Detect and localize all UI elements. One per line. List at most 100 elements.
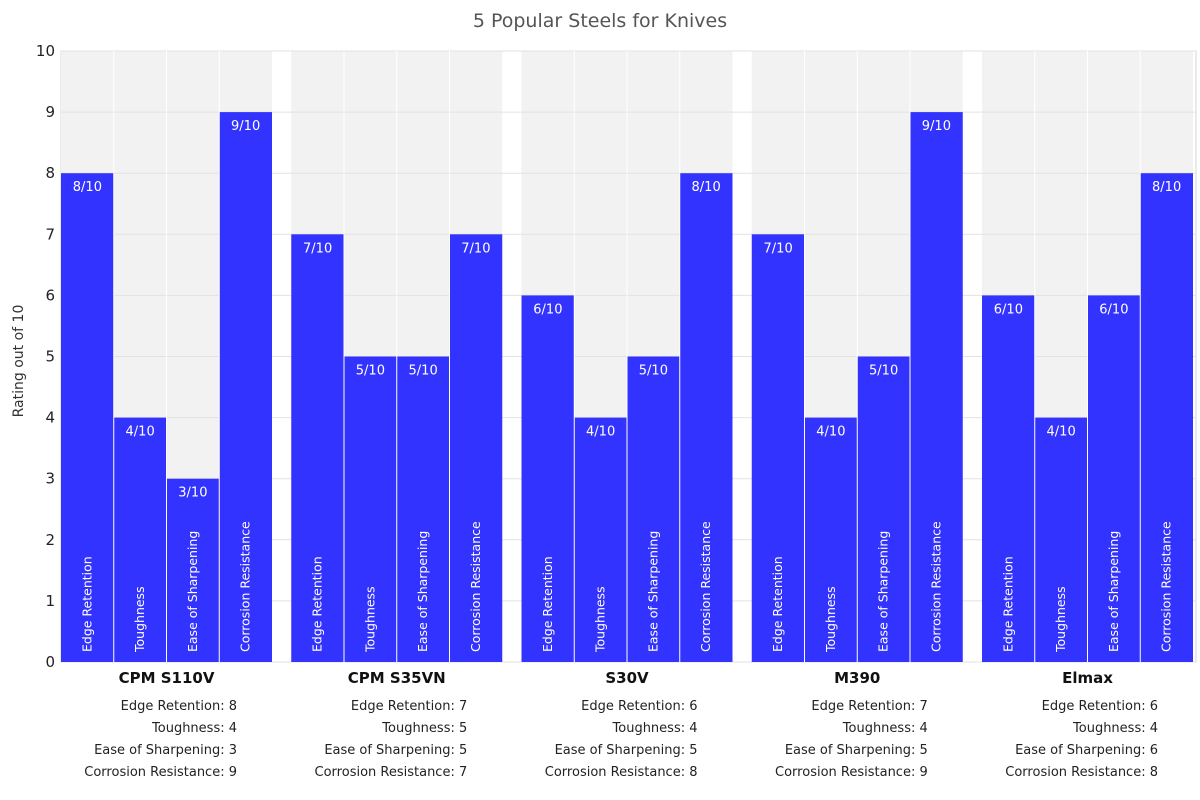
bar-category-label: Ease of Sharpening <box>1106 531 1121 652</box>
summary-line: Corrosion Resistance: 8 <box>1005 765 1158 780</box>
bar-value-label: 6/10 <box>994 302 1023 317</box>
group-labels: CPM S110V Edge Retention: 8 Toughness: 4 Ea… <box>84 669 1158 780</box>
summary-line: Ease of Sharpening: 3 <box>94 743 237 758</box>
y-tick-label: 3 <box>45 470 55 488</box>
bar-value-label: 6/10 <box>533 302 562 317</box>
bar-category-label: Edge Retention <box>310 556 325 652</box>
bar-value-label: 5/10 <box>869 364 898 379</box>
bar-category-label: Edge Retention <box>1000 556 1015 652</box>
group-label: M390 <box>834 669 880 687</box>
summary-line: Edge Retention: 7 <box>351 699 467 714</box>
bar-category-label: Toughness <box>823 586 838 653</box>
summary-line: Toughness: 5 <box>381 721 467 736</box>
bar-value-label: 6/10 <box>1099 302 1128 317</box>
y-tick-label: 6 <box>45 286 55 304</box>
group-label: CPM S35VN <box>348 669 446 687</box>
group-label: CPM S110V <box>119 669 215 687</box>
bar-category-label: Ease of Sharpening <box>876 531 891 652</box>
y-axis: 0 1 2 3 4 5 6 7 8 9 10 <box>36 42 55 671</box>
bar-category-label: Ease of Sharpening <box>415 531 430 652</box>
bar-value-label: 4/10 <box>1047 425 1076 440</box>
summary-line: Corrosion Resistance: 8 <box>545 765 698 780</box>
bar <box>857 356 910 662</box>
bar-value-label: 7/10 <box>764 241 793 256</box>
bar <box>166 478 220 662</box>
summary-line: Ease of Sharpening: 5 <box>785 743 928 758</box>
bar <box>291 234 344 663</box>
bar-value-label: 5/10 <box>409 364 438 379</box>
summary-line: Corrosion Resistance: 9 <box>84 765 237 780</box>
bar-category-label: Corrosion Resistance <box>928 521 943 652</box>
bar-value-label: 9/10 <box>922 119 951 134</box>
bar <box>219 112 272 663</box>
y-tick-label: 2 <box>45 531 55 549</box>
summary-line: Toughness: 4 <box>1072 721 1158 736</box>
bar-value-label: 7/10 <box>303 241 332 256</box>
summary-line: Toughness: 4 <box>612 721 698 736</box>
bar-category-label: Corrosion Resistance <box>1159 521 1174 652</box>
bar-value-label: 8/10 <box>1152 180 1181 195</box>
plot-area: 8/10 Edge Retention 4/10 Toughness 3/10 Ease … <box>60 50 1197 663</box>
bar-category-label: Ease of Sharpening <box>645 531 660 652</box>
y-tick-label: 9 <box>45 103 55 121</box>
summary-line: Corrosion Resistance: 7 <box>315 765 468 780</box>
bar <box>396 356 450 662</box>
y-tick-label: 8 <box>45 164 55 182</box>
bar <box>1034 417 1088 662</box>
bar <box>113 417 167 662</box>
y-tick-label: 5 <box>45 348 55 366</box>
bar <box>574 417 627 662</box>
y-tick-label: 7 <box>45 225 55 243</box>
summary-line: Edge Retention: 6 <box>1042 699 1158 714</box>
bar-category-label: Edge Retention <box>540 556 555 652</box>
chart-title: 5 Popular Steels for Knives <box>473 10 727 32</box>
bar <box>1087 295 1141 662</box>
group-label: Elmax <box>1062 669 1113 687</box>
summary-line: Toughness: 4 <box>151 721 237 736</box>
y-tick-label: 4 <box>45 409 55 427</box>
bar <box>804 417 858 662</box>
bar-value-label: 5/10 <box>356 364 385 379</box>
bar-category-label: Corrosion Resistance <box>698 521 713 652</box>
bar-value-label: 9/10 <box>231 119 260 134</box>
summary-line: Corrosion Resistance: 9 <box>775 765 928 780</box>
bar-category-label: Toughness <box>132 586 147 653</box>
bar <box>521 295 575 662</box>
bar <box>679 173 733 662</box>
bar-category-label: Toughness <box>593 586 608 653</box>
summary-line: Ease of Sharpening: 5 <box>324 743 467 758</box>
summary-line: Edge Retention: 8 <box>121 699 237 714</box>
y-tick-label: 10 <box>36 42 55 60</box>
group-label: S30V <box>605 669 649 687</box>
summary-line: Edge Retention: 7 <box>811 699 927 714</box>
bar-category-label: Toughness <box>1053 586 1068 653</box>
bar-value-label: 5/10 <box>639 364 668 379</box>
y-tick-label: 1 <box>45 592 55 610</box>
bar-category-label: Toughness <box>362 586 377 653</box>
bar <box>449 234 503 663</box>
bar-category-label: Corrosion Resistance <box>238 521 253 652</box>
bar <box>627 356 680 662</box>
bar-category-label: Ease of Sharpening <box>185 531 200 652</box>
bar <box>1140 173 1193 662</box>
bar <box>344 356 397 662</box>
bar <box>982 295 1035 662</box>
bar-value-label: 4/10 <box>126 425 155 440</box>
bar <box>61 173 114 662</box>
bar-category-label: Corrosion Resistance <box>468 521 483 652</box>
bar <box>910 112 963 663</box>
bar-category-label: Edge Retention <box>79 556 94 652</box>
bar-value-label: 8/10 <box>692 180 721 195</box>
bar-value-label: 4/10 <box>816 425 845 440</box>
summary-line: Toughness: 4 <box>842 721 928 736</box>
bar-value-label: 3/10 <box>178 486 207 501</box>
bar-value-label: 8/10 <box>73 180 102 195</box>
bar <box>751 234 805 663</box>
summary-line: Ease of Sharpening: 6 <box>1015 743 1158 758</box>
bar-value-label: 7/10 <box>461 241 490 256</box>
y-axis-label: Rating out of 10 <box>11 305 27 418</box>
summary-line: Edge Retention: 6 <box>581 699 697 714</box>
bar-value-label: 4/10 <box>586 425 615 440</box>
